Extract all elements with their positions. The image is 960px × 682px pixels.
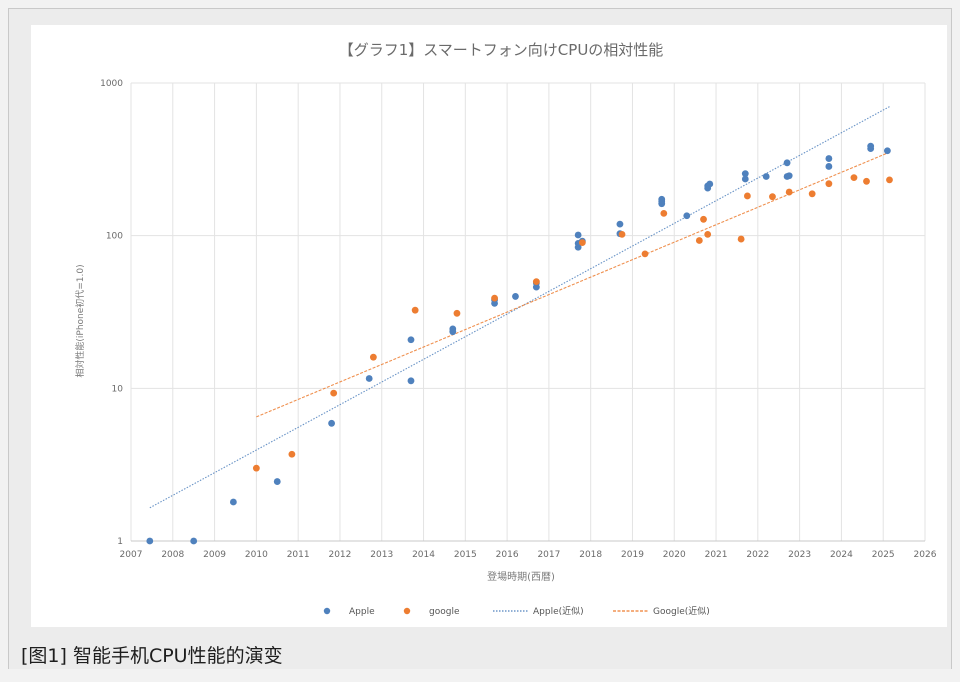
google-point bbox=[863, 177, 870, 185]
legend-google-marker bbox=[403, 607, 411, 615]
x-tick-label: 2020 bbox=[663, 550, 686, 560]
google-point bbox=[808, 190, 816, 198]
trendlines bbox=[149, 106, 890, 509]
apple-point bbox=[741, 170, 749, 178]
google-point bbox=[743, 192, 751, 200]
x-tick-label: 2008 bbox=[161, 550, 184, 560]
apple-point bbox=[449, 325, 457, 333]
apple-point bbox=[762, 173, 770, 180]
apple-point bbox=[512, 293, 519, 300]
cpu-performance-chart: 【グラフ1】スマートフォン向けCPUの相対性能 相対性能(iPhone初代=1.… bbox=[74, 41, 937, 617]
google-point bbox=[850, 174, 858, 182]
legend-apple-label: Apple bbox=[349, 607, 375, 617]
apple-point bbox=[273, 478, 281, 485]
apple-point bbox=[658, 195, 666, 203]
apple-point bbox=[785, 172, 793, 180]
google-point bbox=[252, 464, 260, 472]
x-tick-label: 2025 bbox=[872, 550, 895, 560]
google-point bbox=[785, 188, 793, 196]
apple-point bbox=[825, 155, 833, 162]
google-point bbox=[825, 180, 833, 188]
x-tick-label: 2023 bbox=[788, 550, 811, 560]
google-point bbox=[491, 294, 498, 302]
google-point bbox=[532, 278, 540, 286]
y-tick-label: 10 bbox=[112, 384, 124, 394]
y-axis-label: 相対性能(iPhone初代=1.0) bbox=[74, 264, 86, 377]
google-point bbox=[886, 176, 893, 184]
google-point bbox=[660, 209, 668, 217]
x-tick-label: 2010 bbox=[245, 550, 268, 560]
chart-area: 【グラフ1】スマートフォン向けCPUの相対性能 相対性能(iPhone初代=1.… bbox=[31, 25, 947, 627]
apple-point bbox=[190, 537, 198, 545]
apple-point bbox=[783, 159, 791, 167]
caption-bar: [图1] 智能手机CPU性能的演变 bbox=[9, 631, 951, 669]
x-axis-label: 登場時期(西暦) bbox=[487, 570, 555, 583]
apple-point bbox=[574, 231, 582, 239]
google-point bbox=[641, 250, 649, 258]
apple-point bbox=[328, 419, 335, 427]
google-point bbox=[288, 450, 296, 458]
chart-title: 【グラフ1】スマートフォン向けCPUの相対性能 bbox=[339, 41, 664, 59]
y-tick-label: 1000 bbox=[100, 79, 123, 89]
x-tick-label: 2022 bbox=[746, 550, 769, 560]
google-point bbox=[453, 309, 461, 317]
google-point bbox=[704, 230, 712, 238]
data-points bbox=[146, 142, 893, 545]
x-tick-label: 2019 bbox=[621, 550, 644, 560]
google-point bbox=[737, 235, 745, 243]
legend-google-label: google bbox=[429, 607, 460, 617]
google-trendline bbox=[256, 151, 890, 418]
axis-ticks: 2007 2008 2009 2010 2011 2012 2013 2014 2015 2016… bbox=[100, 79, 937, 560]
apple-point bbox=[825, 163, 833, 170]
legend-apple-trend-label: Apple(近似) bbox=[533, 605, 584, 617]
x-tick-label: 2014 bbox=[412, 550, 435, 560]
x-tick-label: 2018 bbox=[579, 550, 602, 560]
apple-point bbox=[706, 180, 714, 188]
apple-point bbox=[867, 142, 875, 150]
x-tick-label: 2024 bbox=[830, 550, 853, 560]
x-tick-label: 2012 bbox=[328, 550, 351, 560]
apple-point bbox=[741, 175, 749, 183]
apple-point bbox=[229, 498, 237, 506]
google-point bbox=[578, 239, 586, 247]
x-tick-label: 2026 bbox=[914, 550, 937, 560]
google-point bbox=[411, 306, 419, 314]
figure-frame: 【グラフ1】スマートフォン向けCPUの相対性能 相対性能(iPhone初代=1.… bbox=[8, 8, 952, 669]
apple-point bbox=[683, 212, 691, 220]
x-tick-label: 2009 bbox=[203, 550, 226, 560]
google-point bbox=[330, 389, 338, 397]
y-tick-label: 100 bbox=[106, 232, 123, 242]
google-point bbox=[369, 353, 377, 361]
apple-point bbox=[883, 147, 891, 155]
apple-point bbox=[616, 220, 624, 228]
x-tick-label: 2017 bbox=[537, 550, 560, 560]
x-tick-label: 2016 bbox=[496, 550, 519, 560]
google-point bbox=[769, 193, 776, 201]
grid-lines bbox=[130, 82, 926, 542]
legend: Apple google Apple(近似) Google(近似) bbox=[323, 605, 710, 617]
figure-caption: [图1] 智能手机CPU性能的演变 bbox=[21, 645, 283, 667]
apple-point bbox=[146, 537, 154, 545]
legend-google-trend-label: Google(近似) bbox=[653, 605, 710, 617]
google-point bbox=[700, 215, 707, 223]
apple-point bbox=[407, 336, 415, 344]
google-point bbox=[695, 237, 703, 244]
apple-point bbox=[407, 377, 415, 385]
legend-apple-marker bbox=[323, 607, 331, 615]
x-tick-label: 2011 bbox=[287, 550, 310, 560]
y-tick-label: 1 bbox=[117, 537, 123, 547]
x-tick-label: 2013 bbox=[370, 550, 393, 560]
apple-point bbox=[365, 375, 373, 382]
x-tick-label: 2015 bbox=[454, 550, 477, 560]
google-point bbox=[618, 230, 626, 238]
x-tick-label: 2007 bbox=[120, 550, 143, 560]
x-tick-label: 2021 bbox=[705, 550, 728, 560]
